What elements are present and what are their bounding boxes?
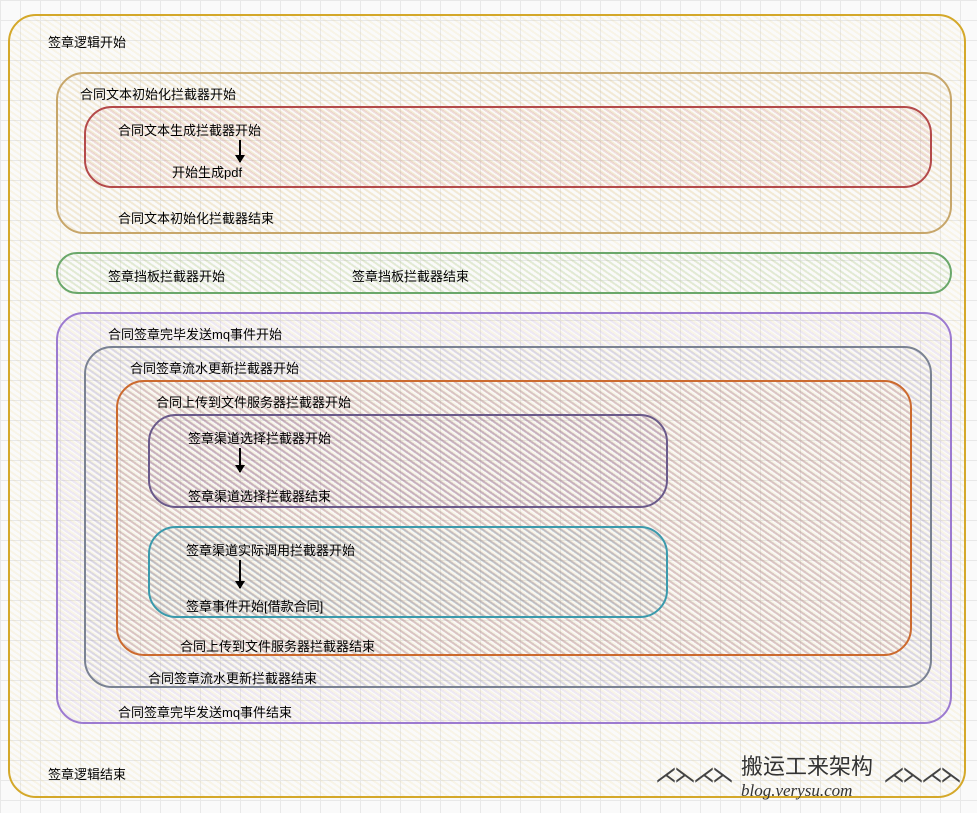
label-invoke-top: 签章渠道实际调用拦截器开始 <box>186 540 355 559</box>
label-init-top: 合同文本初始化拦截器开始 <box>80 84 236 103</box>
watermark-title: 搬运工来架构 <box>741 749 873 781</box>
label-outer-top: 签章逻辑开始 <box>48 32 126 51</box>
label-flow-bottom: 合同签章流水更新拦截器结束 <box>148 668 317 687</box>
label-channel-top: 签章渠道选择拦截器开始 <box>188 428 331 447</box>
arrow-gen <box>239 140 241 162</box>
arrow-channel <box>239 448 241 472</box>
label-mq-bottom: 合同签章完毕发送mq事件结束 <box>118 702 292 721</box>
label-gen-inner: 开始生成pdf <box>172 162 242 181</box>
watermark: ⋌⋋⋌⋋ 搬运工来架构 blog.verysu.com ⋌⋋⋌⋋ <box>655 749 959 801</box>
label-baffle-right: 签章挡板拦截器结束 <box>352 266 469 285</box>
label-upload-top: 合同上传到文件服务器拦截器开始 <box>156 392 351 411</box>
watermark-url: blog.verysu.com <box>741 781 873 801</box>
label-invoke-inner: 签章事件开始[借款合同] <box>186 596 323 615</box>
label-flow-top: 合同签章流水更新拦截器开始 <box>130 358 299 377</box>
ornament-right-icon: ⋌⋋⋌⋋ <box>883 762 959 788</box>
label-gen-top: 合同文本生成拦截器开始 <box>118 120 261 139</box>
arrow-invoke <box>239 560 241 588</box>
label-baffle-left: 签章挡板拦截器开始 <box>108 266 225 285</box>
label-channel-bottom: 签章渠道选择拦截器结束 <box>188 486 331 505</box>
label-upload-bottom: 合同上传到文件服务器拦截器结束 <box>180 636 375 655</box>
label-outer-bottom: 签章逻辑结束 <box>48 764 126 783</box>
ornament-left-icon: ⋌⋋⋌⋋ <box>655 762 731 788</box>
label-mq-top: 合同签章完毕发送mq事件开始 <box>108 324 282 343</box>
label-init-bottom: 合同文本初始化拦截器结束 <box>118 208 274 227</box>
